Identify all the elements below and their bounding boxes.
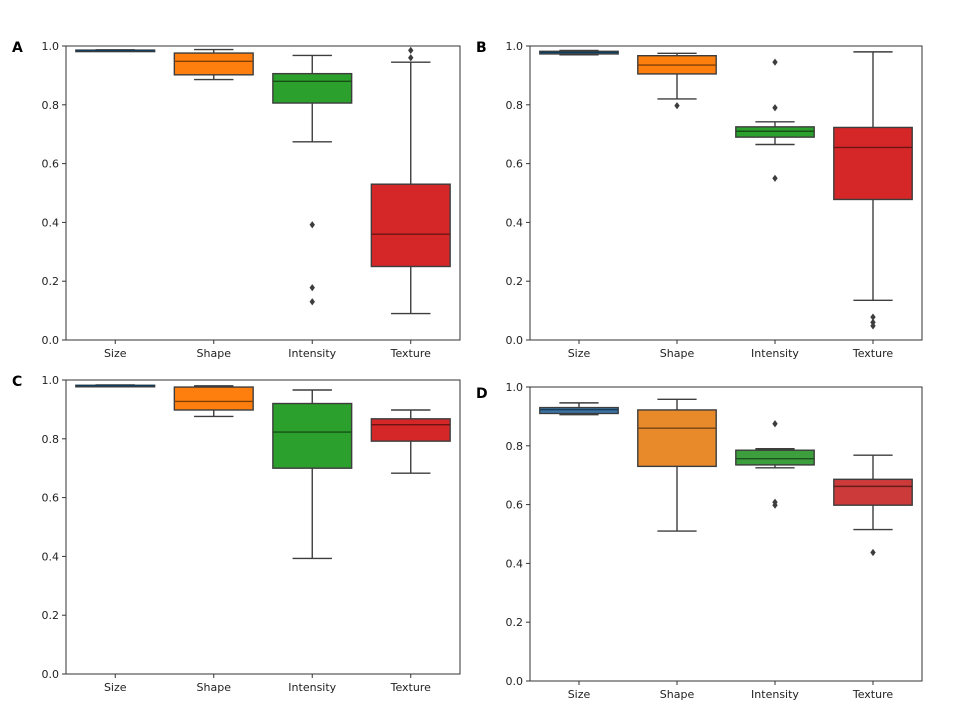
panel-letter: A — [12, 40, 23, 56]
box-size — [75, 49, 156, 53]
box-texture — [370, 46, 451, 315]
box-shape — [173, 48, 254, 81]
panel-c: C 0.0 0.2 0.4 0.6 0.8 1.0 Size Shape Intensity Tex… — [12, 374, 461, 694]
box-body — [272, 72, 353, 104]
box-body — [272, 402, 353, 469]
y-tick-label: 0.8 — [506, 99, 524, 112]
outlier-point — [309, 221, 315, 229]
box-size — [539, 402, 619, 416]
x-tick-label-texture: Texture — [390, 681, 431, 694]
y-tick-label: 0.0 — [42, 668, 60, 681]
y-tick-label: 0.2 — [506, 616, 524, 629]
y-tick-label: 1.0 — [42, 40, 60, 53]
y-tick-label: 1.0 — [506, 40, 524, 53]
y-tick-label: 0.8 — [42, 99, 60, 112]
x-tick-label-shape: Shape — [197, 347, 232, 360]
outlier-point — [408, 46, 414, 55]
panel-d: D 0.0 0.2 0.4 0.6 0.8 1.0 Size Shape Intensity Tex… — [476, 381, 923, 701]
axes-frame — [65, 45, 461, 341]
y-tick-label: 0.4 — [506, 216, 524, 229]
box-shape — [637, 398, 717, 532]
box-body — [735, 126, 815, 138]
box-size — [75, 384, 156, 388]
axes-frame — [529, 386, 923, 682]
box-body — [539, 406, 619, 415]
x-tick-label-intensity: Intensity — [288, 347, 336, 360]
x-tick-label-size: Size — [104, 347, 127, 360]
outlier-point — [870, 313, 876, 321]
box-body — [637, 409, 717, 468]
y-tick-label: 0.6 — [506, 499, 524, 512]
y-tick-label: 0.0 — [506, 334, 524, 347]
panel-letter: D — [476, 386, 488, 402]
x-tick-label-shape: Shape — [660, 688, 695, 701]
outlier-point — [772, 420, 778, 428]
x-tick-label-shape: Shape — [197, 681, 232, 694]
y-tick-label: 0.6 — [42, 158, 60, 171]
outlier-point — [772, 58, 778, 66]
y-tick-label: 0.4 — [506, 557, 524, 570]
outlier-point — [870, 548, 876, 557]
box-intensity — [735, 420, 815, 509]
box-texture — [370, 409, 451, 474]
outlier-point — [870, 322, 876, 330]
box-shape — [173, 385, 254, 418]
box-intensity — [272, 54, 353, 306]
box-size — [539, 49, 619, 56]
x-tick-label-intensity: Intensity — [751, 347, 799, 360]
x-tick-label-shape: Shape — [660, 347, 695, 360]
x-tick-label-texture: Texture — [852, 347, 893, 360]
axes-frame — [65, 379, 461, 675]
box-body — [370, 183, 451, 268]
x-tick-label-intensity: Intensity — [751, 688, 799, 701]
x-tick-label-size: Size — [568, 347, 591, 360]
outlier-point — [408, 54, 414, 62]
box-body — [833, 126, 913, 201]
box-body — [173, 52, 254, 76]
y-tick-label: 0.4 — [42, 216, 60, 229]
y-tick-label: 0.8 — [506, 440, 524, 453]
outlier-point — [309, 284, 315, 292]
x-tick-label-texture: Texture — [852, 688, 893, 701]
x-tick-label-size: Size — [104, 681, 127, 694]
y-tick-label: 0.6 — [42, 492, 60, 505]
x-tick-label-texture: Texture — [390, 347, 431, 360]
outlier-point — [309, 298, 315, 306]
y-tick-label: 0.8 — [42, 433, 60, 446]
x-tick-label-intensity: Intensity — [288, 681, 336, 694]
box-shape — [637, 52, 717, 110]
y-tick-label: 0.4 — [42, 550, 60, 563]
box-body — [173, 386, 254, 411]
box-body — [735, 449, 815, 466]
panel-letter: C — [12, 374, 22, 390]
y-tick-label: 0.2 — [42, 275, 60, 288]
y-tick-label: 0.6 — [506, 158, 524, 171]
panel-letter: B — [476, 40, 487, 56]
y-tick-label: 0.0 — [506, 675, 524, 688]
y-tick-label: 1.0 — [42, 374, 60, 387]
panel-a: A 0.0 0.2 0.4 0.6 0.8 1.0 Size Shape Intensity Tex… — [12, 40, 461, 360]
box-body — [833, 478, 913, 506]
y-tick-label: 0.2 — [42, 609, 60, 622]
box-intensity — [735, 58, 815, 182]
y-tick-label: 1.0 — [506, 381, 524, 394]
outlier-point — [772, 104, 778, 112]
box-texture — [833, 454, 913, 557]
box-intensity — [272, 389, 353, 560]
box-texture — [833, 51, 913, 330]
axes-frame — [529, 45, 923, 341]
x-tick-label-size: Size — [568, 688, 591, 701]
panel-b: B 0.0 0.2 0.4 0.6 0.8 1.0 Size Shape Intensity Tex… — [476, 40, 923, 360]
box-body — [370, 418, 451, 442]
y-tick-label: 0.2 — [506, 275, 524, 288]
outlier-point — [772, 501, 778, 509]
y-tick-label: 0.0 — [42, 334, 60, 347]
outlier-point — [674, 102, 680, 110]
outlier-point — [772, 174, 778, 182]
